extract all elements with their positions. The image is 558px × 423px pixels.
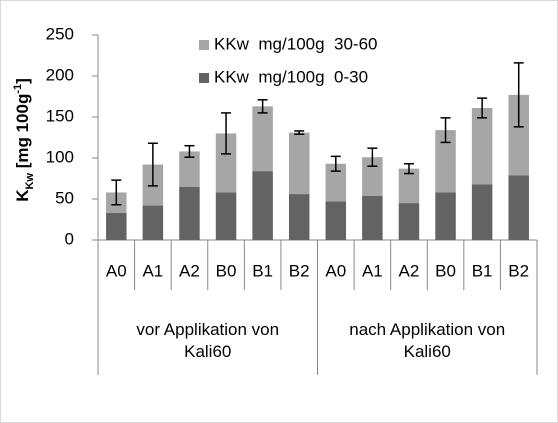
error-bar: [257, 99, 268, 114]
x-tick-label: B0: [216, 261, 237, 280]
y-tick-label: 100: [46, 147, 74, 166]
y-tick-label: 250: [46, 24, 74, 43]
error-bar: [477, 97, 488, 119]
bar-segment: [288, 194, 310, 240]
error-bar: [513, 62, 524, 128]
bar-segment: [508, 175, 529, 240]
bar-segment: [288, 132, 310, 195]
error-bar: [440, 117, 451, 144]
bar-segment: [179, 151, 200, 187]
bar-segment: [325, 201, 347, 240]
bar-segment: [398, 168, 420, 204]
x-tick-label: B2: [289, 261, 310, 280]
bar-segment: [362, 157, 383, 196]
legend-label: KKw mg/100g 30-60: [214, 34, 377, 53]
y-axis-label-part: K: [13, 189, 32, 202]
y-tick-label: 50: [55, 188, 74, 207]
x-tick-label: B2: [508, 261, 529, 280]
x-tick-label: A2: [399, 261, 420, 280]
y-tick-label: 150: [46, 106, 74, 125]
bar-segment: [215, 192, 237, 240]
bar-segment: [435, 192, 456, 240]
bar-segment: [215, 133, 237, 193]
y-axis-label: KKw [mg 100g-1]: [12, 78, 36, 202]
error-bar: [294, 130, 305, 135]
y-axis-label-part: Kw: [24, 173, 36, 190]
error-bar: [367, 147, 378, 167]
bar-segment: [362, 195, 383, 240]
x-tick-label: B0: [435, 261, 456, 280]
bar-segment: [435, 130, 456, 193]
x-tick-label: B1: [472, 261, 493, 280]
x-tick-label: A1: [142, 261, 163, 280]
y-axis-label-part: ]: [13, 78, 32, 84]
x-tick-label: A1: [362, 261, 383, 280]
error-bar: [147, 142, 158, 187]
bar-segment: [471, 107, 493, 185]
error-bar: [403, 162, 414, 175]
y-axis-label-part: [mg 100g: [13, 94, 32, 173]
legend-label: KKw mg/100g 0-30: [214, 67, 368, 86]
error-bar: [221, 112, 232, 155]
bar-segment: [252, 106, 273, 172]
error-bar: [184, 144, 195, 158]
bar-segment: [142, 205, 164, 240]
bar-segment: [325, 163, 347, 202]
x-tick-label: A0: [106, 261, 127, 280]
bar-segment: [106, 212, 127, 240]
y-tick-label: 0: [65, 229, 74, 248]
group-label: nach Applikation von Kali60: [349, 320, 506, 361]
legend-swatch: [199, 40, 209, 50]
error-bar: [111, 179, 122, 206]
bar-segment: [252, 171, 273, 240]
y-axis-label-part: -1: [12, 84, 24, 94]
y-tick-label: 200: [46, 65, 74, 84]
bar-segment: [398, 203, 420, 240]
x-tick-label: A2: [179, 261, 200, 280]
bar-segment: [179, 186, 200, 240]
bar-segment: [508, 94, 529, 176]
legend-swatch: [199, 73, 209, 83]
x-tick-label: A0: [325, 261, 346, 280]
group-label: vor Applikation von Kali60: [136, 320, 280, 361]
bar-segment: [471, 184, 493, 240]
error-bar: [330, 155, 341, 172]
x-tick-label: B1: [252, 261, 273, 280]
